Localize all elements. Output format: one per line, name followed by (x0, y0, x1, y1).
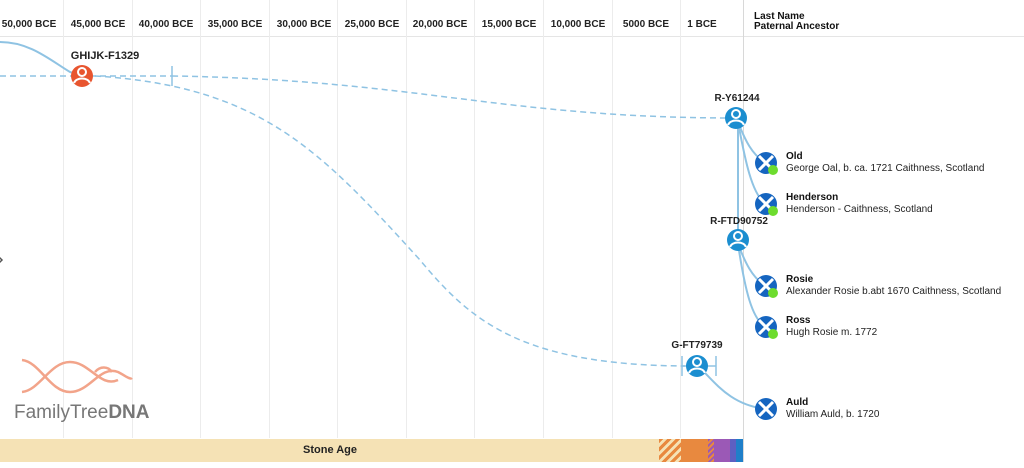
grid-line (474, 0, 475, 438)
dna-helix-logo-icon (21, 358, 133, 394)
age-bar-bronze-age[interactable] (681, 439, 708, 462)
heading-paternal-ancestor: Paternal Ancestor (754, 21, 840, 32)
sidebar-heading: Last Name Paternal Ancestor (754, 12, 839, 32)
ancestor-surname-ross[interactable]: Ross (786, 315, 811, 326)
match-dot-icon (768, 329, 778, 339)
root-incoming-line (0, 41, 83, 77)
ancestor-description-auld: William Auld, b. 1720 (786, 409, 880, 420)
line-auld (699, 367, 767, 410)
node-g-ft79739-icon (686, 355, 708, 377)
grid-line (543, 0, 544, 438)
tick-label: 40,000 BCE (138, 19, 194, 30)
tick-label: 50,000 BCE (1, 19, 57, 30)
node-r-ftd90752-icon (727, 229, 749, 251)
scroll-left-arrow-icon[interactable] (0, 252, 4, 268)
node-label-r-ftd90752[interactable]: R-FTD90752 (710, 216, 768, 227)
grid-line (200, 0, 201, 438)
tick-label: 10,000 BCE (550, 19, 606, 30)
node-r-y61244-icon (725, 107, 747, 129)
grid-line (269, 0, 270, 438)
tick-label: 5000 BCE (622, 19, 670, 30)
ancestor-surname-old[interactable]: Old (786, 151, 803, 162)
grid-line (132, 0, 133, 438)
tick-label: 15,000 BCE (481, 19, 537, 30)
familytreedna-logo: FamilyTreeDNA (14, 402, 149, 424)
age-bar-stone-age[interactable] (0, 439, 743, 462)
ancestor-description-old: George Oal, b. ca. 1721 Caithness, Scotl… (786, 163, 985, 174)
tick-label: 25,000 BCE (344, 19, 400, 30)
scotland-flag-icon (755, 193, 778, 216)
ancestor-surname-henderson[interactable]: Henderson (786, 192, 839, 203)
node-label-root[interactable]: GHIJK-F1329 (70, 50, 140, 62)
age-bar-modern[interactable] (736, 439, 743, 462)
scotland-flag-icon (755, 275, 778, 298)
age-bar-medieval[interactable] (730, 439, 736, 462)
age-bar-iron-age[interactable] (714, 439, 730, 462)
grid-line (337, 0, 338, 438)
scotland-flag-icon (755, 398, 777, 420)
logo-text-light: FamilyTree (14, 402, 109, 423)
node-label-g-ft79739[interactable]: G-FT79739 (671, 340, 723, 351)
age-bar-transition-2[interactable] (708, 439, 714, 462)
branch-line-g-ft79739 (94, 75, 686, 367)
ancestor-description-rosie: Alexander Rosie b.abt 1670 Caithness, Sc… (786, 286, 1002, 297)
grid-line (63, 0, 64, 438)
root-node-icon (71, 65, 93, 87)
heading-last-name: Last Name (754, 11, 805, 22)
ancestor-description-ross: Hugh Rosie m. 1772 (786, 327, 878, 338)
tick-label: 20,000 BCE (412, 19, 468, 30)
match-dot-icon (768, 206, 778, 216)
grid-line (680, 0, 681, 438)
match-dot-icon (768, 165, 778, 175)
grid-line (406, 0, 407, 438)
scotland-flag-icon (755, 316, 778, 339)
match-dot-icon (768, 288, 778, 298)
branch-line-r-y61244 (171, 75, 737, 119)
node-label-r-y61244[interactable]: R-Y61244 (714, 93, 760, 104)
timeline-header (0, 0, 1024, 37)
scotland-flag-icon (755, 152, 778, 175)
tick-label: 1 BCE (687, 19, 717, 30)
ancestor-surname-rosie[interactable]: Rosie (786, 274, 814, 285)
ancestor-surname-auld[interactable]: Auld (786, 397, 809, 408)
grid-line (612, 0, 613, 438)
ancestor-description-henderson: Henderson - Caithness, Scotland (786, 204, 933, 215)
tick-label: 30,000 BCE (276, 19, 332, 30)
tick-label: 35,000 BCE (207, 19, 263, 30)
logo-text-bold: DNA (108, 402, 150, 423)
tick-label: 45,000 BCE (70, 19, 126, 30)
age-bar-transition[interactable] (659, 439, 681, 462)
age-label-stone-age: Stone Age (303, 444, 357, 456)
